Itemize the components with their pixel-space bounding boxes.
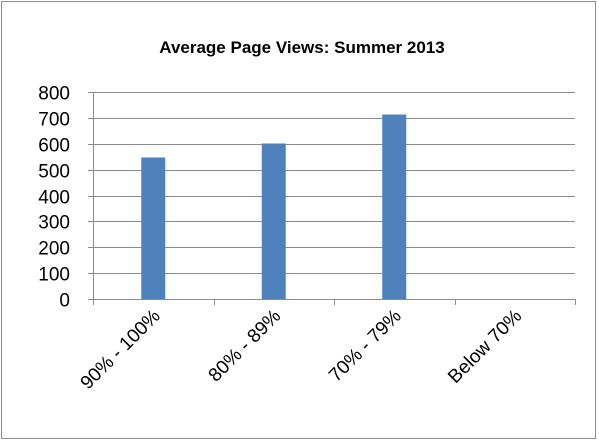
x-tick-label: 70% - 79% [325, 306, 406, 387]
chart-title: Average Page Views: Summer 2013 [159, 38, 444, 57]
bar [261, 143, 286, 299]
y-tick-label: 600 [38, 136, 70, 157]
y-tick-label: 800 [38, 84, 70, 105]
x-tick-labels: 90% - 100% 80% - 89% 70% - 79% Below 70% [77, 306, 527, 394]
bar [141, 157, 166, 299]
axes [88, 92, 576, 305]
gridlines [93, 92, 575, 274]
y-tick-labels: 0 100 200 300 400 500 600 700 800 [38, 84, 70, 312]
x-tick-label: 80% - 89% [205, 306, 286, 387]
x-tick-label: 90% - 100% [77, 306, 165, 394]
x-tick-label: Below 70% [444, 306, 526, 388]
y-tick-label: 200 [38, 239, 70, 260]
y-tick-label: 500 [38, 162, 70, 183]
y-tick-label: 300 [38, 213, 70, 234]
y-tick-label: 400 [38, 188, 70, 209]
bars [141, 114, 407, 299]
y-tick-label: 700 [38, 110, 70, 131]
y-tick-label: 0 [59, 291, 70, 312]
bar [382, 114, 407, 299]
y-tick-label: 100 [38, 265, 70, 286]
